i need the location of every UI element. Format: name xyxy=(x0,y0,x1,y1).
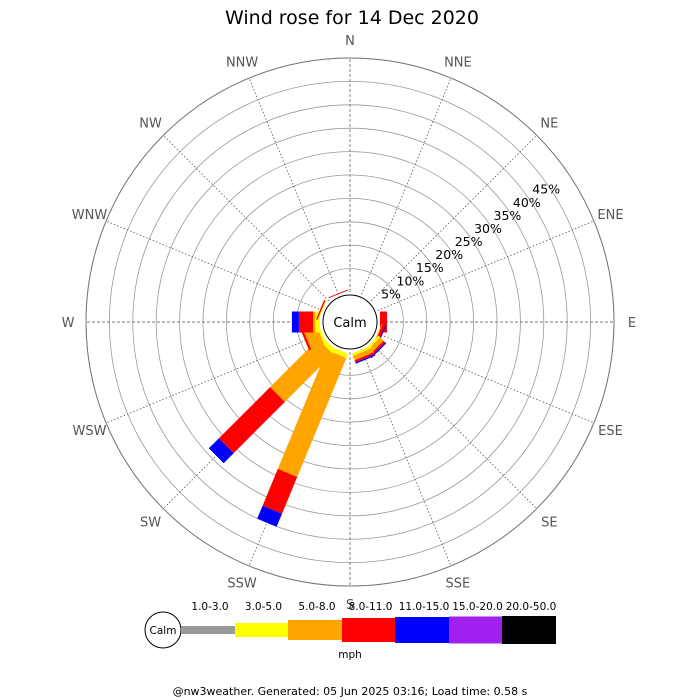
tick-label: 40% xyxy=(513,195,541,210)
spoke-nnw xyxy=(248,77,339,295)
direction-label-sse: SSE xyxy=(446,577,471,592)
calm-label: Calm xyxy=(333,316,366,331)
legend-swatch-5.0-8.0 xyxy=(288,620,342,640)
spoke-sse xyxy=(361,349,452,567)
legend-swatch-1.0-3.0 xyxy=(181,626,235,634)
bar-w-8.0-11.0 xyxy=(298,311,313,333)
bar-ssw-5.0-8.0 xyxy=(277,350,347,477)
polar-grid xyxy=(85,57,615,587)
direction-label-se: SE xyxy=(541,515,557,530)
direction-label-ne: NE xyxy=(540,117,558,132)
legend-swatch-11.0-15.0 xyxy=(395,617,449,643)
bar-wnw-3.0-5.0 xyxy=(317,300,327,321)
bar-wsw-8.0-11.0 xyxy=(301,330,312,351)
direction-label-wnw: WNW xyxy=(72,208,108,223)
spoke-nw xyxy=(162,134,330,302)
spoke-nne xyxy=(361,77,452,295)
bar-sw-8.0-11.0 xyxy=(218,387,285,454)
speed-legend: Calm 1.0-3.0 3.0-5.0 5.0-8.0 8.0-11.0 11.0-15… xyxy=(144,601,557,649)
direction-label-nne: NNE xyxy=(444,56,472,71)
bar-sse-5.0-8.0 xyxy=(352,347,374,361)
bar-w-5.0-8.0 xyxy=(313,311,316,333)
bar-sse-8.0-11.0 xyxy=(354,352,375,363)
tick-label: 45% xyxy=(532,182,560,197)
tick-label: 15% xyxy=(416,260,444,275)
direction-label-n: N xyxy=(345,34,355,49)
direction-label-wsw: WSW xyxy=(73,424,107,439)
legend-label-20.0-50.0: 20.0-50.0 xyxy=(506,601,557,613)
legend-swatch-8.0-11.0 xyxy=(342,618,395,642)
legend-label-11.0-15.0: 11.0-15.0 xyxy=(399,601,450,613)
spoke-ne xyxy=(370,134,538,302)
spoke-ese xyxy=(377,333,595,424)
footer-text: @nw3weather. Generated: 05 Jun 2025 03:1… xyxy=(173,685,528,698)
bar-nnw-8.0-11.0 xyxy=(328,289,349,299)
legend-label-15.0-20.0: 15.0-20.0 xyxy=(452,601,503,613)
direction-labels: N NNE NE ENE E ESE SE SSE S SSW SW WSW W WNW NW NNW xyxy=(62,34,637,613)
bar-w-11.0-15.0 xyxy=(291,311,299,333)
direction-label-e: E xyxy=(628,316,636,331)
legend-swatch-20.0-50.0 xyxy=(502,616,556,644)
spoke-wsw xyxy=(105,333,323,424)
bar-sse-3.0-5.0 xyxy=(351,345,373,356)
legend-swatch-3.0-5.0 xyxy=(235,623,288,637)
unit-label: mph xyxy=(338,649,362,661)
legend-label-8.0-11.0: 8.0-11.0 xyxy=(349,601,393,613)
radial-tick-labels: 5%10%15%20%25%30%35%40%45% xyxy=(381,182,560,302)
spoke-wnw xyxy=(105,220,323,311)
bar-ssw-8.0-11.0 xyxy=(262,468,298,514)
bar-sse-11.0-15.0 xyxy=(355,354,376,364)
direction-label-ese: ESE xyxy=(598,424,623,439)
direction-label-sw: SW xyxy=(140,515,161,530)
tick-label: 5% xyxy=(381,286,401,301)
direction-label-nw: NW xyxy=(139,117,162,132)
chart-title: Wind rose for 14 Dec 2020 xyxy=(225,7,479,29)
bar-wnw-8.0-11.0 xyxy=(316,299,326,320)
bar-sw-11.0-15.0 xyxy=(208,438,234,464)
legend-calm-label: Calm xyxy=(150,625,177,637)
calm-circle xyxy=(322,294,378,350)
spoke-ene xyxy=(377,220,595,311)
outer-ring xyxy=(85,57,615,587)
direction-label-nnw: NNW xyxy=(226,56,258,71)
tick-label: 20% xyxy=(435,247,463,262)
direction-label-w: W xyxy=(62,316,75,331)
tick-label: 10% xyxy=(397,273,425,288)
legend-swatch-15.0-20.0 xyxy=(449,616,502,644)
legend-label-3.0-5.0: 3.0-5.0 xyxy=(245,601,282,613)
direction-label-ene: ENE xyxy=(597,208,623,223)
tick-label: 35% xyxy=(494,208,522,223)
grid-ring xyxy=(155,127,545,517)
grid-ring xyxy=(225,197,474,446)
direction-label-s: S xyxy=(346,598,354,613)
wind-bars xyxy=(208,289,387,527)
direction-label-ssw: SSW xyxy=(227,577,257,592)
calm-center: Calm xyxy=(322,294,378,350)
legend-label-1.0-3.0: 1.0-3.0 xyxy=(191,601,228,613)
bar-sw-5.0-8.0 xyxy=(270,339,333,402)
spoke-se xyxy=(370,342,538,510)
legend-label-5.0-8.0: 5.0-8.0 xyxy=(298,601,335,613)
tick-label: 30% xyxy=(474,221,502,236)
bar-ssw-11.0-15.0 xyxy=(257,505,282,527)
tick-label: 25% xyxy=(455,234,483,249)
